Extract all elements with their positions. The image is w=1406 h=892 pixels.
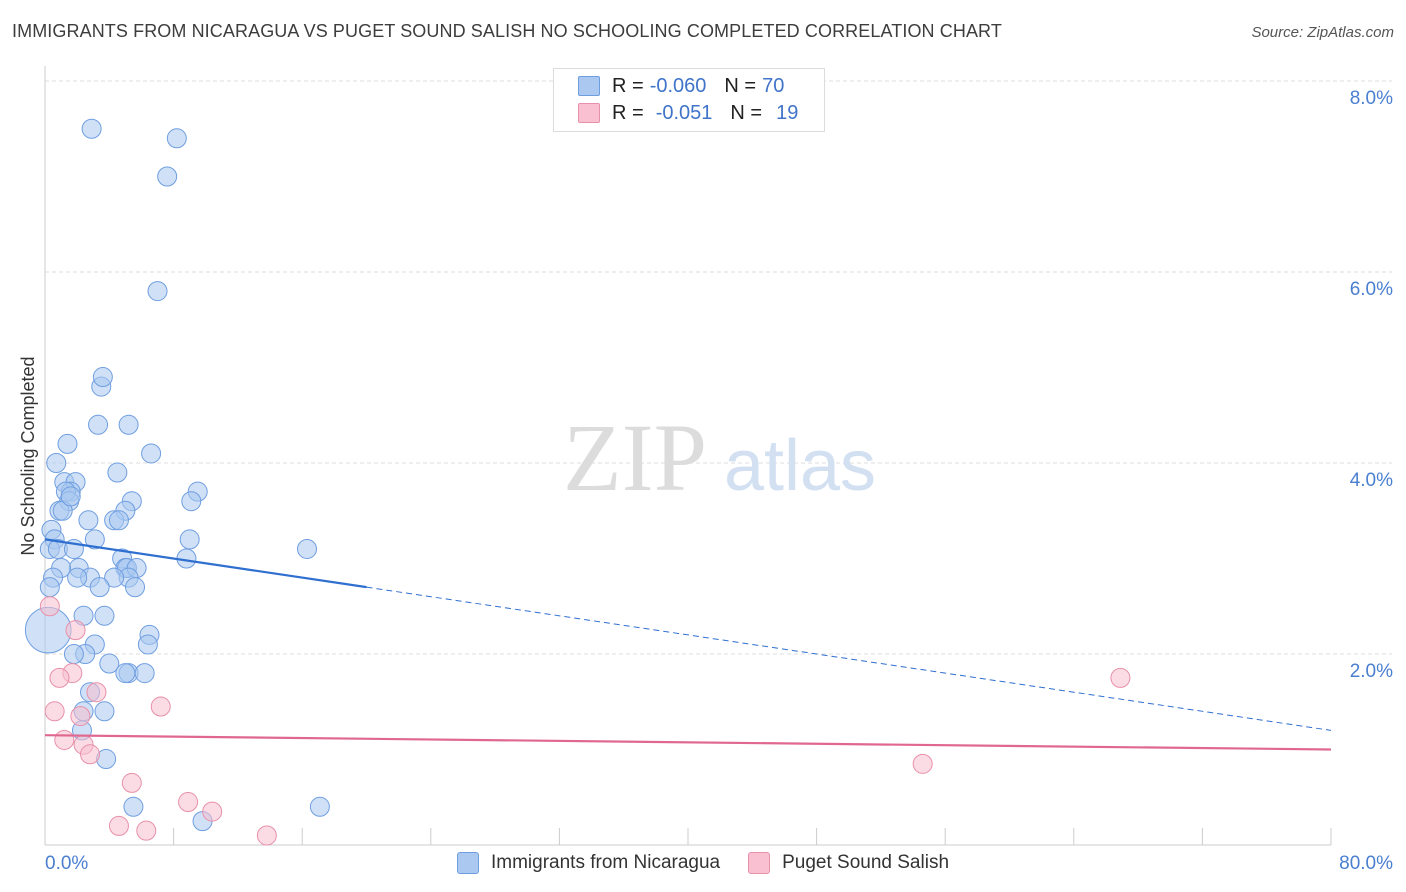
- salish-point: [65, 620, 86, 641]
- nicaragua-point: [137, 634, 158, 655]
- stats-n-value: 70: [762, 74, 785, 97]
- trend-line-salish: [44, 734, 1332, 751]
- nicaragua-point: [46, 453, 67, 473]
- nicaragua-point: [84, 529, 105, 550]
- nicaragua-point: [108, 510, 129, 531]
- tick-labels: 2.0% 4.0% 6.0% 8.0% 0.0% 80.0%: [45, 88, 1393, 874]
- nicaragua-point: [141, 443, 162, 464]
- stats-row-salish: R = -0.051 N = 19: [578, 100, 798, 126]
- gridlines: [45, 80, 1392, 655]
- nicaragua-point: [134, 663, 155, 684]
- nicaragua-point: [89, 577, 110, 598]
- legend-item-salish[interactable]: Puget Sound Salish: [748, 852, 949, 874]
- nicaragua-point: [107, 462, 128, 483]
- salish-point: [178, 792, 199, 813]
- nicaragua-point: [166, 128, 187, 149]
- salish-point: [202, 801, 223, 822]
- trend-line-nicaragua-extrapolated: [366, 586, 1332, 731]
- series-nicaragua: [24, 118, 330, 832]
- x-tick-label: 0.0%: [45, 853, 88, 874]
- nicaragua-point: [63, 644, 84, 664]
- salish-point: [54, 729, 75, 750]
- stats-swatch-nicaragua: [578, 76, 600, 96]
- nicaragua-point: [147, 281, 168, 302]
- nicaragua-point: [99, 653, 120, 674]
- nicaragua-point: [125, 577, 146, 598]
- chart-title: IMMIGRANTS FROM NICARAGUA VS PUGET SOUND…: [12, 21, 1002, 41]
- salish-point: [256, 825, 277, 846]
- legend-swatch-nicaragua: [456, 852, 479, 874]
- nicaragua-point: [179, 529, 200, 550]
- nicaragua-point: [181, 491, 202, 512]
- nicaragua-point: [118, 414, 139, 435]
- nicaragua-point: [88, 414, 109, 435]
- legend-label-nicaragua: Immigrants from Nicaragua: [490, 852, 721, 873]
- salish-point: [150, 696, 171, 717]
- stats-swatch-salish: [578, 103, 600, 123]
- watermark-atlas: atlas: [724, 426, 876, 506]
- stats-box: R = -0.060 N = 70 R = -0.051 N = 19: [553, 68, 825, 132]
- y-tick-label: 8.0%: [1350, 88, 1393, 109]
- y-tick-label: 6.0%: [1350, 279, 1393, 300]
- legend-item-nicaragua[interactable]: Immigrants from Nicaragua: [456, 852, 721, 874]
- stats-row-nicaragua: R = -0.060 N = 70: [578, 73, 784, 99]
- salish-point: [1110, 667, 1131, 688]
- nicaragua-point: [123, 796, 144, 817]
- salish-point: [108, 815, 129, 836]
- legend-label-salish: Puget Sound Salish: [782, 852, 950, 873]
- x-tick-label: 80.0%: [1339, 853, 1393, 874]
- stats-n-label: N =: [724, 74, 757, 97]
- data-points: [24, 118, 1131, 846]
- salish-point: [86, 682, 107, 703]
- nicaragua-point: [104, 567, 125, 588]
- stats-n-value: 19: [776, 101, 799, 124]
- nicaragua-point: [115, 663, 136, 684]
- nicaragua-point: [39, 577, 60, 598]
- watermark-zip: ZIP: [563, 404, 707, 511]
- nicaragua-point: [92, 367, 113, 388]
- salish-point: [121, 772, 142, 793]
- salish-point: [136, 820, 157, 841]
- salish-point: [912, 753, 933, 774]
- stats-n-label: N =: [730, 101, 763, 124]
- y-axis-label: No Schooling Completed: [18, 356, 38, 555]
- nicaragua-point: [81, 118, 102, 139]
- nicaragua-point: [67, 567, 88, 588]
- watermark: ZIP atlas: [563, 404, 876, 511]
- nicaragua-point: [309, 796, 330, 817]
- trend-lines: [44, 538, 1332, 751]
- source-label: Source: ZipAtlas.com: [1251, 24, 1394, 41]
- stats-r-value: -0.051: [655, 101, 713, 124]
- nicaragua-point: [57, 433, 78, 454]
- nicaragua-point: [297, 538, 318, 559]
- salish-point: [80, 744, 101, 765]
- nicaragua-point: [94, 701, 115, 722]
- salish-point: [49, 667, 70, 688]
- legend: Immigrants from Nicaragua Puget Sound Sa…: [0, 852, 1406, 874]
- stats-r-label: R =: [612, 101, 644, 124]
- salish-point: [70, 706, 91, 727]
- legend-swatch-salish: [748, 852, 771, 874]
- salish-point: [39, 596, 60, 617]
- nicaragua-point: [157, 166, 178, 187]
- nicaragua-point: [94, 605, 115, 626]
- nicaragua-point: [60, 486, 81, 507]
- salish-point: [44, 701, 65, 722]
- stats-r-label: R =: [612, 74, 644, 97]
- y-tick-label: 2.0%: [1350, 661, 1393, 682]
- y-tick-label: 4.0%: [1350, 470, 1393, 491]
- series-salish: [39, 596, 1131, 846]
- axes: [44, 66, 1332, 846]
- stats-r-value: -0.060: [649, 74, 707, 97]
- trend-line-nicaragua: [44, 538, 367, 589]
- nicaragua-point: [78, 510, 99, 531]
